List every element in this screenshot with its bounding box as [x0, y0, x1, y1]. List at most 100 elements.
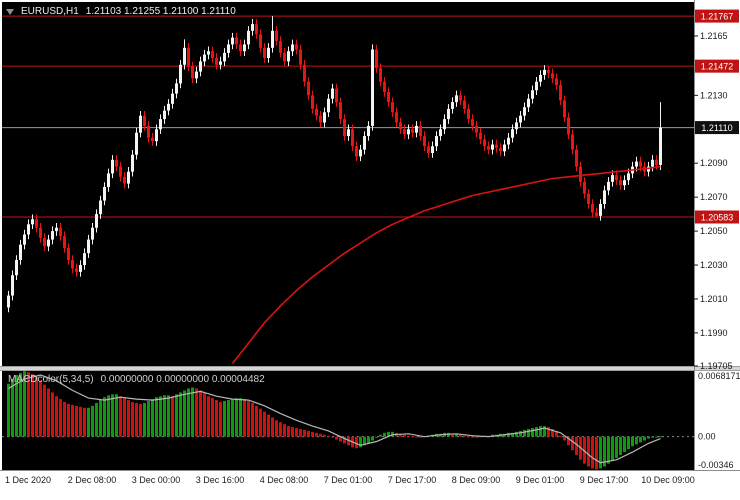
- macd-bar: [255, 405, 258, 437]
- candle-body: [7, 295, 10, 308]
- macd-bar: [559, 435, 562, 437]
- pane-separator[interactable]: [0, 0, 740, 471]
- macd-bar: [211, 398, 214, 437]
- candle-body: [415, 125, 418, 133]
- macd-bar: [183, 390, 186, 437]
- candle-body: [615, 175, 618, 181]
- candle-body: [379, 68, 382, 82]
- macd-bar: [95, 402, 98, 437]
- candle-body: [27, 224, 30, 235]
- main-pane[interactable]: [2, 2, 694, 366]
- macd-bar: [619, 436, 622, 455]
- macd-bar: [323, 434, 326, 437]
- macd-bar: [31, 374, 34, 437]
- candle-body: [47, 239, 50, 247]
- candle-body: [555, 78, 558, 86]
- macd-bar: [115, 394, 118, 437]
- time-axis[interactable]: 1 Dec 2020 2 Dec 08:00 3 Dec 00:00 3 Dec 16…: [5, 475, 695, 485]
- macd-bar: [475, 436, 478, 438]
- macd-bar: [27, 372, 30, 437]
- candle-body: [111, 159, 114, 174]
- candle-body: [23, 234, 26, 245]
- candle-body: [583, 181, 586, 194]
- macd-bar: [659, 436, 662, 438]
- macd-signal-line: [8, 374, 661, 464]
- candle-body: [567, 117, 570, 135]
- candle-body: [155, 129, 158, 142]
- macd-bar: [651, 436, 654, 438]
- candle-body: [543, 69, 546, 75]
- candle-body: [239, 44, 242, 52]
- macd-bar: [355, 436, 358, 449]
- candle-body: [175, 83, 178, 94]
- candle-body: [59, 227, 62, 237]
- macd-bar: [327, 435, 330, 437]
- candle-body: [263, 47, 266, 58]
- candle-body: [607, 181, 610, 191]
- candle-body: [287, 51, 290, 62]
- macd-bar: [171, 396, 174, 437]
- candle-body: [535, 81, 538, 91]
- macd-bar: [155, 397, 158, 437]
- candle-body: [335, 88, 338, 103]
- macd-max-label: 0.0068171: [698, 371, 740, 381]
- candle-body: [359, 149, 362, 157]
- candle-body: [447, 108, 450, 120]
- macd-bar: [287, 426, 290, 437]
- macd-bar: [147, 401, 150, 437]
- macd-bar: [511, 432, 514, 437]
- candle-body: [95, 214, 98, 228]
- candle-body: [43, 237, 46, 247]
- candle-body: [371, 49, 374, 126]
- candle-body: [195, 71, 198, 79]
- candle-body: [279, 41, 282, 53]
- macd-bar: [99, 400, 102, 437]
- macd-bar: [343, 436, 346, 444]
- macd-bar: [135, 402, 138, 437]
- time-tick-label: 7 Dec 01:00: [324, 475, 373, 485]
- candle-body: [391, 102, 394, 113]
- time-tick-label: 9 Dec 17:00: [580, 475, 629, 485]
- macd-bar: [379, 434, 382, 437]
- candle-body: [591, 203, 594, 213]
- macd-bar: [19, 373, 22, 437]
- macd-zero-label: 0.00: [698, 432, 716, 442]
- macd-bar: [163, 395, 166, 437]
- price-label-text: 1.20583: [701, 213, 734, 223]
- candle-body: [71, 259, 74, 269]
- candle-body: [227, 44, 230, 53]
- macd-bar: [627, 436, 630, 450]
- macd-bar: [231, 399, 234, 437]
- candle-body: [119, 166, 122, 177]
- candle-body: [627, 173, 630, 181]
- candle-body: [355, 146, 358, 157]
- candle-body: [151, 137, 154, 142]
- macd-bar: [367, 436, 370, 444]
- macd-bar: [55, 396, 58, 437]
- price-label-box: [695, 59, 739, 73]
- time-tick-label: 9 Dec 01:00: [516, 475, 565, 485]
- candle-body: [619, 180, 622, 186]
- candle-body: [99, 200, 102, 215]
- pane-backgrounds[interactable]: [2, 2, 694, 470]
- indicator-axis[interactable]: 0.0068171 0.00 -0.00346: [698, 371, 740, 470]
- macd-bar: [459, 434, 462, 437]
- macd-bar: [127, 400, 130, 437]
- candle-body: [563, 100, 566, 118]
- candle-body: [511, 129, 514, 138]
- candle-body: [559, 85, 562, 101]
- time-tick-label: 1 Dec 2020: [5, 475, 51, 485]
- macd-signal-path: [8, 374, 661, 464]
- candle-body: [87, 239, 90, 254]
- candle-body: [231, 37, 234, 45]
- macd-bar: [219, 401, 222, 437]
- macd-min-label: -0.00346: [698, 460, 734, 470]
- macd-bar: [631, 436, 634, 447]
- macd-bar: [547, 427, 550, 437]
- price-label-text: 1.21767: [701, 12, 734, 22]
- macd-bar: [575, 436, 578, 455]
- candle-body: [31, 219, 34, 225]
- price-axis[interactable]: 1.2165 1.2130 1.2090 1.2070 1.2050 1.2030 1.20…: [694, 9, 739, 371]
